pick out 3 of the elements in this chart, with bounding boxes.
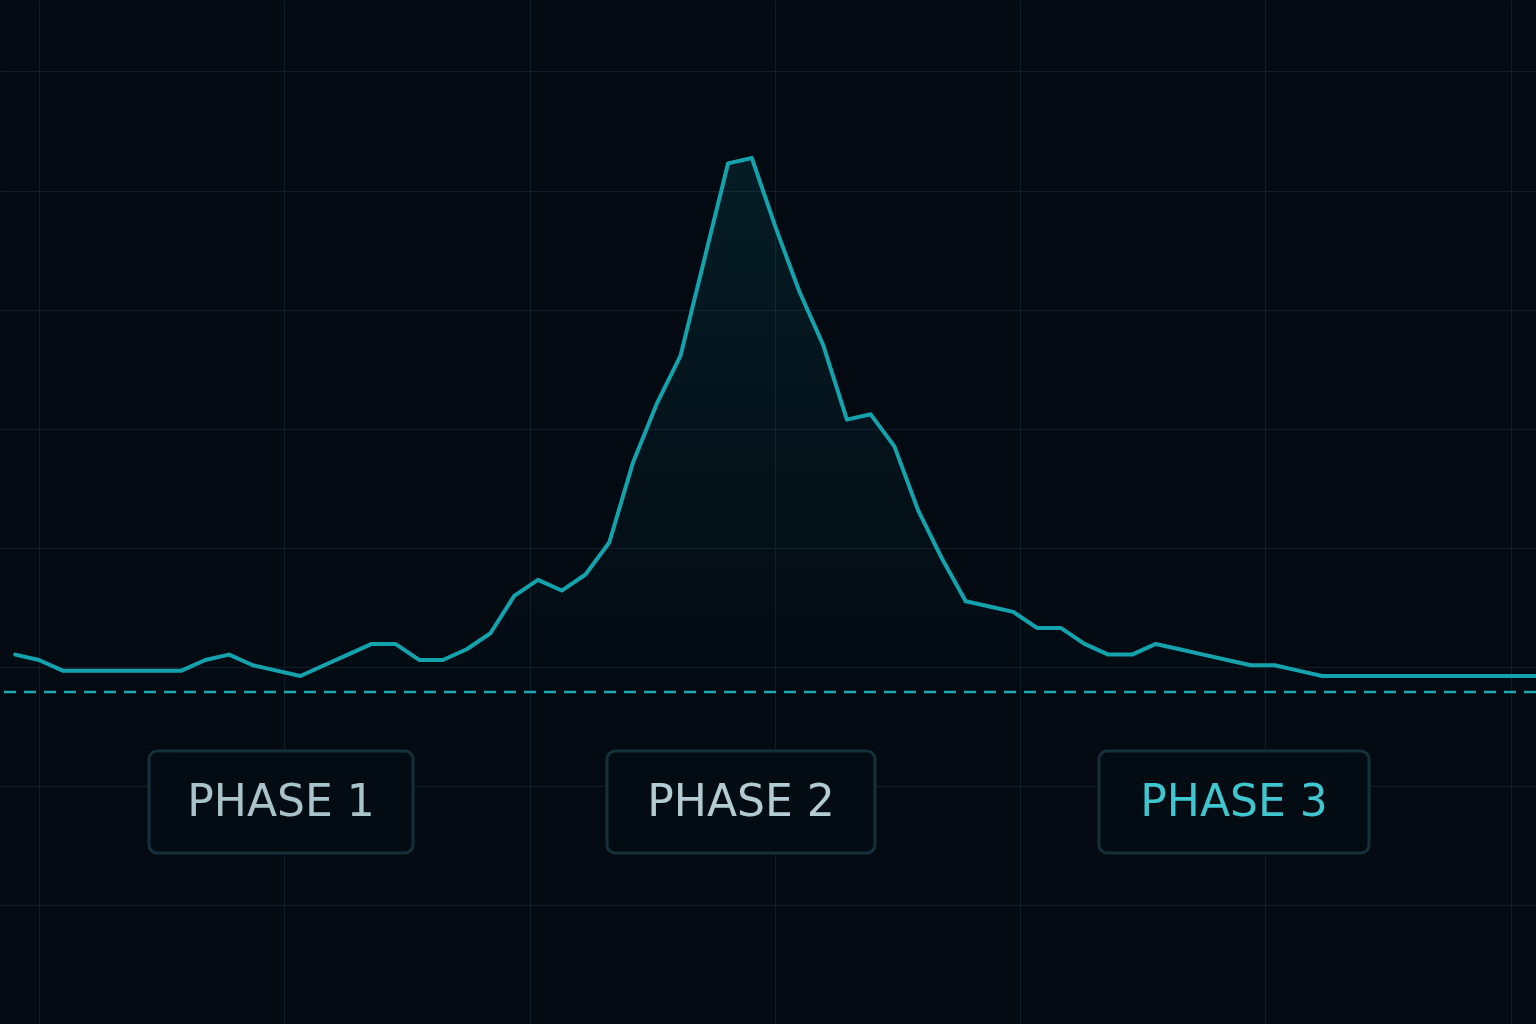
text: PHASE 2 — [647, 775, 835, 826]
text: PHASE 1 — [187, 775, 375, 826]
text: PHASE 3 — [1140, 775, 1328, 826]
